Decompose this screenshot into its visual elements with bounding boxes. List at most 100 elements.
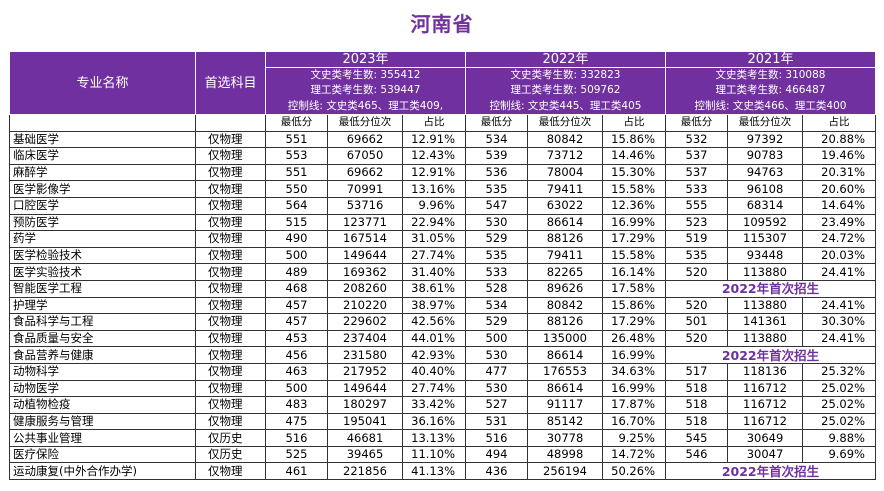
ratio: 20.03% [802, 246, 876, 265]
min-rank: 79411 [527, 180, 603, 198]
ratio: 13.13% [402, 429, 466, 447]
ratio: 14.72% [602, 445, 666, 464]
min-rank: 116712 [727, 396, 803, 414]
min-rank: 176553 [527, 362, 603, 381]
major-header: 专业名称 [9, 51, 196, 115]
min-rank: 68314 [727, 196, 803, 215]
min-rank: 67050 [327, 147, 403, 165]
subject-requirement: 仅历史 [195, 445, 266, 464]
major-name: 运动康复(中外合作办学) [9, 462, 196, 481]
min-score: 553 [265, 147, 328, 165]
min-score: 490 [265, 230, 328, 248]
min-score: 530 [465, 213, 528, 232]
min-score: 529 [465, 230, 528, 248]
min-score: 534 [465, 296, 528, 315]
ratio: 34.63% [602, 362, 666, 381]
ratio: 40.40% [402, 362, 466, 381]
min-rank: 123771 [327, 213, 403, 232]
ratio: 26.48% [602, 329, 666, 348]
min-score: 516 [465, 429, 528, 447]
table-row: 动物科学 仅物理 463 217952 40.40% 477 176553 34.63% 517… [9, 362, 876, 381]
min-rank: 135000 [527, 329, 603, 348]
year-2021-header: 2021年 [665, 51, 876, 68]
min-score: 453 [265, 329, 328, 348]
subject-requirement: 仅物理 [195, 462, 266, 481]
min-rank: 80842 [527, 130, 603, 149]
year-2022-science-count: 理工类考生数: 509762 [465, 83, 666, 98]
min-score: 550 [265, 180, 328, 198]
ratio: 22.94% [402, 213, 466, 232]
major-name: 动植物检疫 [9, 396, 196, 414]
ratio: 16.70% [602, 412, 666, 431]
min-score: 477 [465, 362, 528, 381]
table-row: 健康服务与管理 仅物理 475 195041 36.16% 531 85142 16.70% 5… [9, 412, 876, 431]
min-score-header: 最低分 [665, 114, 728, 132]
ratio: 25.02% [802, 379, 876, 398]
min-rank: 78004 [527, 163, 603, 182]
first-enrollment-note: 2022年首次招生 [665, 462, 876, 481]
min-rank: 63022 [527, 196, 603, 215]
min-rank: 94763 [727, 163, 803, 182]
min-rank: 210220 [327, 296, 403, 315]
ratio: 11.10% [402, 445, 466, 464]
page-title: 河南省 [410, 12, 474, 36]
ratio: 25.02% [802, 396, 876, 414]
min-rank: 149644 [327, 379, 403, 398]
ratio: 17.58% [602, 279, 666, 298]
min-score: 501 [665, 313, 728, 331]
ratio: 12.43% [402, 147, 466, 165]
ratio: 17.87% [602, 396, 666, 414]
min-rank: 53716 [327, 196, 403, 215]
ratio: 23.49% [802, 213, 876, 232]
major-name: 预防医学 [9, 213, 196, 232]
min-score: 483 [265, 396, 328, 414]
major-name: 医学影像学 [9, 180, 196, 198]
major-name: 动物科学 [9, 362, 196, 381]
ratio: 27.74% [402, 246, 466, 265]
ratio: 31.40% [402, 263, 466, 281]
min-rank-header: 最低分位次 [327, 114, 403, 132]
ratio: 15.30% [602, 163, 666, 182]
subject-requirement: 仅物理 [195, 180, 266, 198]
ratio: 36.16% [402, 412, 466, 431]
ratio: 20.88% [802, 130, 876, 149]
min-rank: 237404 [327, 329, 403, 348]
min-rank: 86614 [527, 213, 603, 232]
min-score: 536 [465, 163, 528, 182]
min-rank: 73712 [527, 147, 603, 165]
ratio: 15.58% [602, 246, 666, 265]
ratio: 12.91% [402, 163, 466, 182]
table-row: 食品科学与工程 仅物理 457 229602 42.56% 529 88126 17.29% 5… [9, 313, 876, 331]
subject-requirement: 仅物理 [195, 296, 266, 315]
table-row: 运动康复(中外合作办学) 仅物理 461 221856 41.13% 436 256194 5… [9, 462, 876, 481]
year-2021-science-count: 理工类考生数: 466487 [665, 83, 876, 98]
major-name: 药学 [9, 230, 196, 248]
min-rank: 30649 [727, 429, 803, 447]
subject-requirement: 仅历史 [195, 429, 266, 447]
min-score: 551 [265, 130, 328, 149]
table-row: 动植物检疫 仅物理 483 180297 33.42% 527 91117 17.87% 518… [9, 396, 876, 414]
ratio: 20.60% [802, 180, 876, 198]
min-score: 528 [465, 279, 528, 298]
min-score: 475 [265, 412, 328, 431]
min-rank: 115307 [727, 230, 803, 248]
min-rank: 118136 [727, 362, 803, 381]
sub-header-row: 最低分 最低分位次 占比 最低分 最低分位次 占比 最低分 最低分位次 占比 [9, 114, 876, 132]
major-name: 食品营养与健康 [9, 346, 196, 364]
min-score-header: 最低分 [265, 114, 328, 132]
min-score: 463 [265, 362, 328, 381]
table-row: 基础医学 仅物理 551 69662 12.91% 534 80842 15.86% 532 97… [9, 130, 876, 149]
min-rank: 69662 [327, 130, 403, 149]
min-score: 530 [465, 379, 528, 398]
subject-requirement: 仅物理 [195, 163, 266, 182]
min-rank: 88126 [527, 313, 603, 331]
ratio: 19.46% [802, 147, 876, 165]
min-score: 500 [465, 329, 528, 348]
min-score: 518 [665, 396, 728, 414]
table-row: 医学实验技术 仅物理 489 169362 31.40% 533 82265 16.14% 52… [9, 263, 876, 281]
min-rank: 113880 [727, 263, 803, 281]
min-score: 500 [265, 379, 328, 398]
min-rank: 167514 [327, 230, 403, 248]
subject-requirement: 仅物理 [195, 147, 266, 165]
min-score: 461 [265, 462, 328, 481]
